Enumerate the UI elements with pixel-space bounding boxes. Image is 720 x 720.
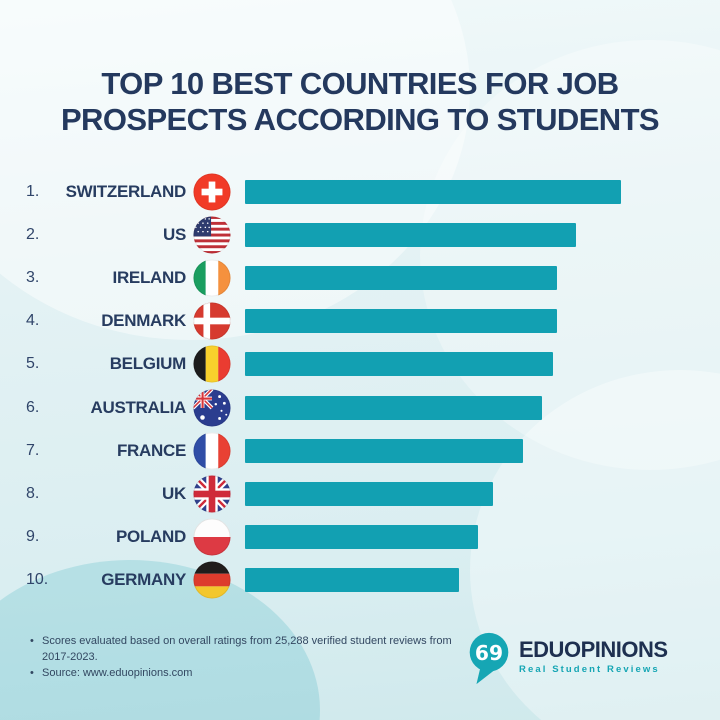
chart-title-line2: PROSPECTS ACCORDING TO STUDENTS: [60, 102, 660, 138]
switzerland-flag-icon: [193, 173, 231, 211]
rank-label: 3.: [26, 268, 40, 286]
ireland-flag-icon: [193, 259, 231, 297]
rank-label: 2.: [26, 225, 40, 243]
chart-row-belgium: 5. BELGIUM: [0, 343, 720, 386]
country-label: FRANCE: [116, 440, 186, 460]
logo-tagline: Real Student Reviews: [519, 664, 660, 675]
bar-us: [245, 222, 576, 247]
chart-row-uk: 8. UK: [0, 472, 720, 515]
bar-germany: [245, 568, 460, 593]
bar-ireland: [245, 265, 558, 290]
logo-text: EDUOPINIONS Real Student Reviews: [519, 639, 668, 676]
australia-flag-icon: [193, 389, 231, 427]
country-label: DENMARK: [101, 311, 186, 331]
bar-chart: 1. SWITZERLAND 2. US 3. I: [0, 170, 720, 602]
bar-uk: [245, 481, 494, 506]
country-label: SWITZERLAND: [65, 181, 187, 201]
bullet-icon: •: [30, 666, 34, 679]
chart-row-france: 7. FRANCE: [0, 429, 720, 472]
eduopinions-logo: 69 EDUOPINIONS Real Student Reviews: [466, 631, 668, 687]
eduopinions-logo-icon: 69: [469, 632, 509, 685]
bullet-icon: •: [30, 635, 34, 647]
chart-title-line1: TOP 10 BEST COUNTRIES FOR JOB: [101, 66, 619, 101]
chart-row-ireland: 3. IRELAND: [0, 256, 720, 299]
rank-label: 9.: [26, 528, 40, 546]
footer-note: • Source: www.eduopinions.com: [30, 666, 472, 682]
us-flag-icon: [193, 216, 231, 254]
denmark-flag-icon: [193, 302, 231, 340]
bar-poland: [245, 525, 479, 550]
rank-label: 7.: [26, 441, 40, 459]
country-label: BELGIUM: [109, 354, 187, 374]
chart-title: TOP 10 BEST COUNTRIES FOR JOB PROSPECTS …: [0, 66, 720, 139]
country-label: UK: [162, 483, 186, 503]
footer-source-text: Source: www.eduopinions.com: [42, 666, 193, 679]
germany-flag-icon: [193, 561, 231, 599]
chart-row-australia: 6. AUSTRALIA: [0, 386, 720, 429]
poland-flag-icon: [193, 518, 231, 556]
logo-edu: EDU: [519, 637, 564, 662]
logo-opinions: OPINIONS: [563, 637, 668, 662]
chart-row-denmark: 4. DENMARK: [0, 300, 720, 343]
country-label: AUSTRALIA: [90, 397, 186, 417]
rank-label: 10.: [26, 571, 49, 589]
uk-flag-icon: [193, 475, 231, 513]
rank-label: 4.: [26, 312, 40, 330]
bar-australia: [245, 395, 543, 420]
france-flag-icon: [193, 432, 231, 470]
chart-row-germany: 10. GERMANY: [0, 559, 720, 602]
bar-belgium: [245, 352, 554, 377]
bar-denmark: [245, 309, 558, 334]
rank-label: 6.: [26, 398, 40, 416]
chart-row-switzerland: 1. SWITZERLAND: [0, 170, 720, 213]
footer-note: • Scores evaluated based on overall rati…: [30, 634, 472, 666]
bar-switzerland: [245, 179, 621, 204]
svg-text:69: 69: [475, 641, 503, 665]
logo-wordmark: EDUOPINIONS: [519, 639, 668, 661]
country-label: US: [162, 224, 186, 244]
rank-label: 1.: [26, 182, 40, 200]
country-label: IRELAND: [112, 267, 187, 287]
footer-notes: • Scores evaluated based on overall rati…: [30, 634, 472, 682]
country-label: GERMANY: [101, 570, 186, 590]
country-label: POLAND: [116, 527, 186, 547]
rank-label: 5.: [26, 355, 40, 373]
belgium-flag-icon: [193, 345, 231, 383]
rank-label: 8.: [26, 484, 40, 502]
footer-note-text: Scores evaluated based on overall rating…: [42, 635, 452, 663]
chart-row-poland: 9. POLAND: [0, 516, 720, 559]
bar-france: [245, 438, 524, 463]
chart-row-us: 2. US: [0, 213, 720, 256]
